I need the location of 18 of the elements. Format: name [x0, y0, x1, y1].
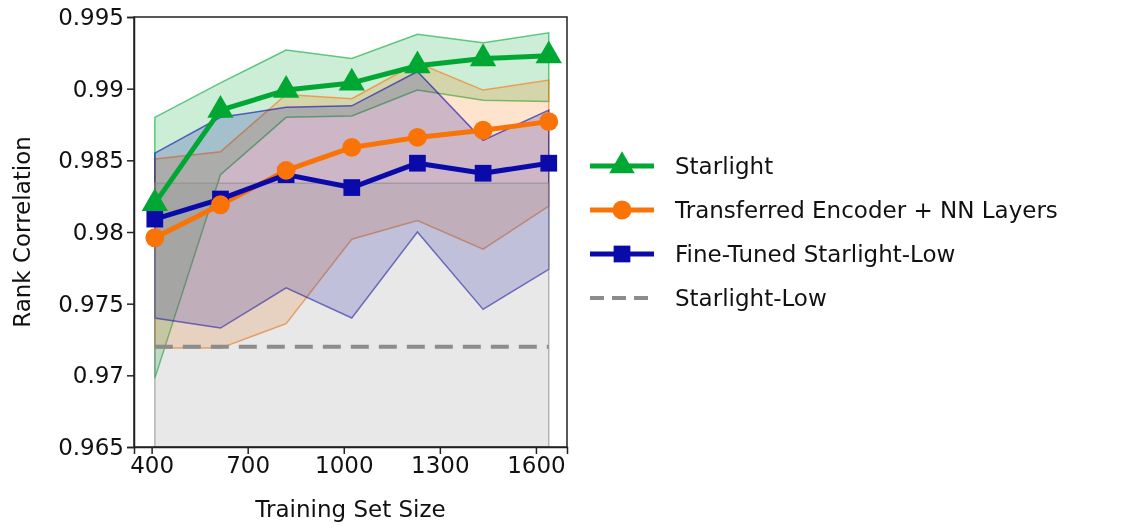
- y-axis-title: Rank Correlation: [9, 136, 35, 328]
- legend-label: Fine-Tuned Starlight-Low: [675, 241, 956, 268]
- y-tick-label: 0.995: [58, 3, 124, 30]
- y-tick-label: 0.97: [72, 362, 124, 389]
- x-tick-label: 400: [130, 452, 175, 479]
- y-tick-label: 0.975: [58, 290, 124, 317]
- y-tick-label: 0.965: [58, 433, 124, 460]
- x-axis-title: Training Set Size: [254, 496, 446, 522]
- legend-label: Starlight-Low: [675, 285, 827, 312]
- legend-label: Starlight: [675, 153, 774, 180]
- y-tick-label: 0.985: [58, 147, 124, 174]
- x-tick-label: 1000: [315, 452, 374, 479]
- x-tick-label: 1600: [507, 452, 566, 479]
- legend-label: Transferred Encoder + NN Layers: [674, 197, 1058, 224]
- y-tick-label: 0.99: [72, 75, 124, 102]
- x-tick-label: 700: [226, 452, 271, 479]
- x-tick-label: 1300: [411, 452, 470, 479]
- y-tick-label: 0.98: [72, 218, 124, 245]
